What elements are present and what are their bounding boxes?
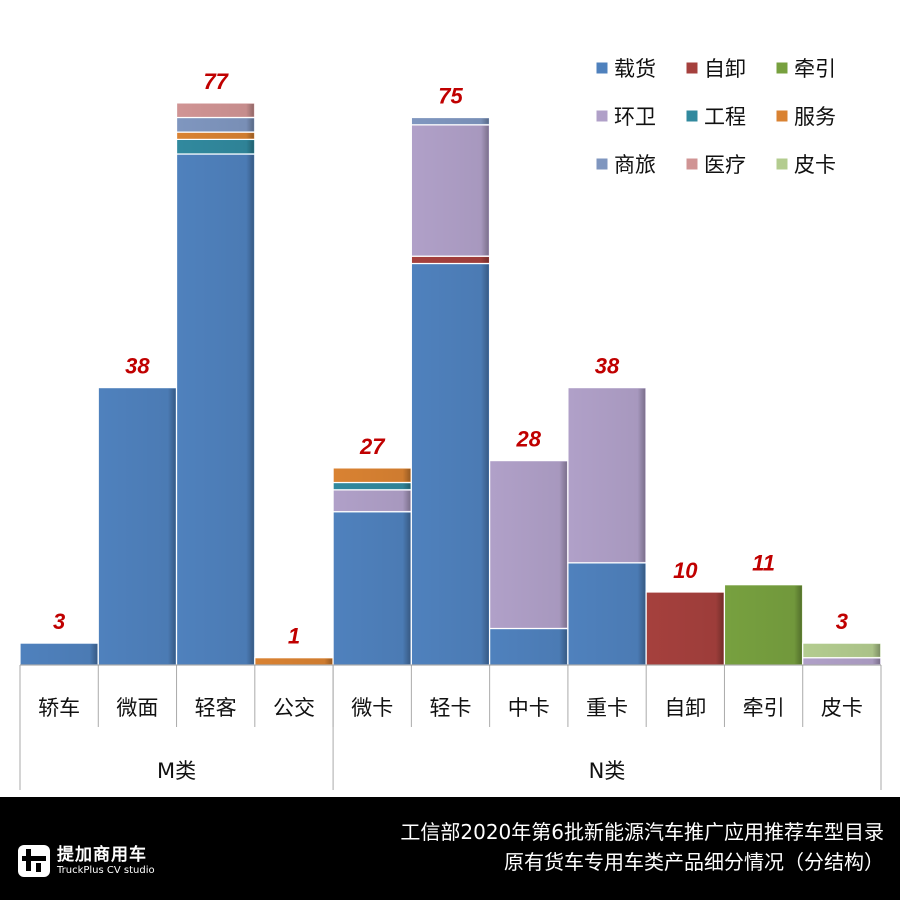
- logo-name-en: TruckPlus CV studio: [57, 864, 155, 876]
- data-label: 27: [359, 434, 386, 459]
- legend-swatch: [685, 61, 699, 75]
- legend-swatch: [595, 109, 609, 123]
- bar-segment-shade: [725, 585, 802, 664]
- data-label: 11: [752, 551, 775, 576]
- legend-swatch: [595, 157, 609, 171]
- category-label: 轻卡: [430, 696, 472, 720]
- data-label: 75: [438, 84, 463, 109]
- legend-swatch: [775, 157, 789, 171]
- legend-label: 环卫: [614, 105, 656, 129]
- legend-label: 牵引: [794, 57, 836, 81]
- group-label: M类: [157, 759, 196, 783]
- legend-label: 服务: [794, 105, 836, 129]
- legend-swatch: [775, 61, 789, 75]
- bar-segment-shade: [412, 125, 489, 256]
- bar-segment-shade: [334, 468, 411, 482]
- group-label: N类: [589, 759, 626, 783]
- category-label: 微面: [116, 696, 158, 720]
- legend-label: 自卸: [704, 57, 746, 81]
- category-label: 皮卡: [821, 696, 863, 720]
- data-label: 3: [53, 609, 65, 634]
- bar-segment-shade: [647, 593, 724, 664]
- bar-segment-shade: [334, 512, 411, 664]
- brand-logo: 提加商用车 TruckPlus CV studio: [18, 845, 155, 877]
- legend-swatch: [595, 61, 609, 75]
- category-label: 轻客: [195, 696, 237, 720]
- category-label: 牵引: [743, 696, 785, 720]
- category-label: 自卸: [664, 696, 706, 720]
- category-label: 中卡: [508, 696, 550, 720]
- bar-segment-shade: [177, 155, 254, 664]
- bar-segment-shade: [490, 629, 567, 664]
- legend-swatch: [685, 109, 699, 123]
- data-label: 1: [288, 624, 300, 649]
- data-label: 77: [203, 69, 229, 94]
- bar-segment-shade: [412, 118, 489, 124]
- bar-segment-shade: [177, 140, 254, 153]
- legend-label: 工程: [704, 105, 746, 129]
- logo-name-cn: 提加商用车: [57, 844, 147, 865]
- bar-segment-shade: [99, 388, 176, 664]
- legend-swatch: [685, 157, 699, 171]
- legend-swatch: [775, 109, 789, 123]
- bar-segment-shade: [803, 644, 880, 657]
- data-label: 3: [836, 609, 848, 634]
- bar-segment-shade: [177, 133, 254, 139]
- logo-icon: [18, 845, 50, 877]
- data-label: 10: [673, 558, 698, 583]
- bar-segment-shade: [334, 483, 411, 489]
- category-label: 重卡: [586, 696, 628, 720]
- bar-segment-shade: [568, 563, 646, 664]
- legend-label: 商旅: [614, 153, 656, 177]
- bar-segment-shade: [412, 264, 489, 664]
- category-label: 微卡: [351, 696, 393, 720]
- stacked-bar-chart: 3 轿车 38 微面 77 轻客 1 公交 27 微卡 75 轻卡 28 中卡 38 重卡 10 自卸 11 牵引 3 皮…: [19, 57, 882, 790]
- legend-label: 载货: [614, 57, 656, 81]
- bar-segment-shade: [803, 658, 880, 664]
- bar-segment-shade: [177, 103, 254, 117]
- data-label: 38: [595, 354, 620, 379]
- footer-title-line1: 工信部2020年第6批新能源汽车推广应用推荐车型目录: [400, 820, 884, 844]
- footer-banner: 提加商用车 TruckPlus CV studio 工信部2020年第6批新能源…: [0, 797, 900, 900]
- bar-segment-shade: [177, 118, 254, 132]
- bar-segment-shade: [334, 490, 411, 511]
- category-label: 轿车: [38, 696, 80, 720]
- legend-label: 皮卡: [794, 153, 836, 177]
- data-label: 28: [516, 427, 542, 452]
- bar-segment-shade: [255, 658, 333, 664]
- bar-segment-shade: [412, 257, 489, 263]
- bar-segment-shade: [21, 644, 98, 664]
- category-label: 公交: [273, 696, 315, 720]
- legend-label: 医疗: [704, 153, 746, 177]
- bar-segment-shade: [568, 388, 646, 562]
- bar-segment-shade: [490, 461, 567, 628]
- data-label: 38: [125, 354, 150, 379]
- footer-title-line2: 原有货车专用车类产品细分情况（分结构）: [504, 850, 884, 874]
